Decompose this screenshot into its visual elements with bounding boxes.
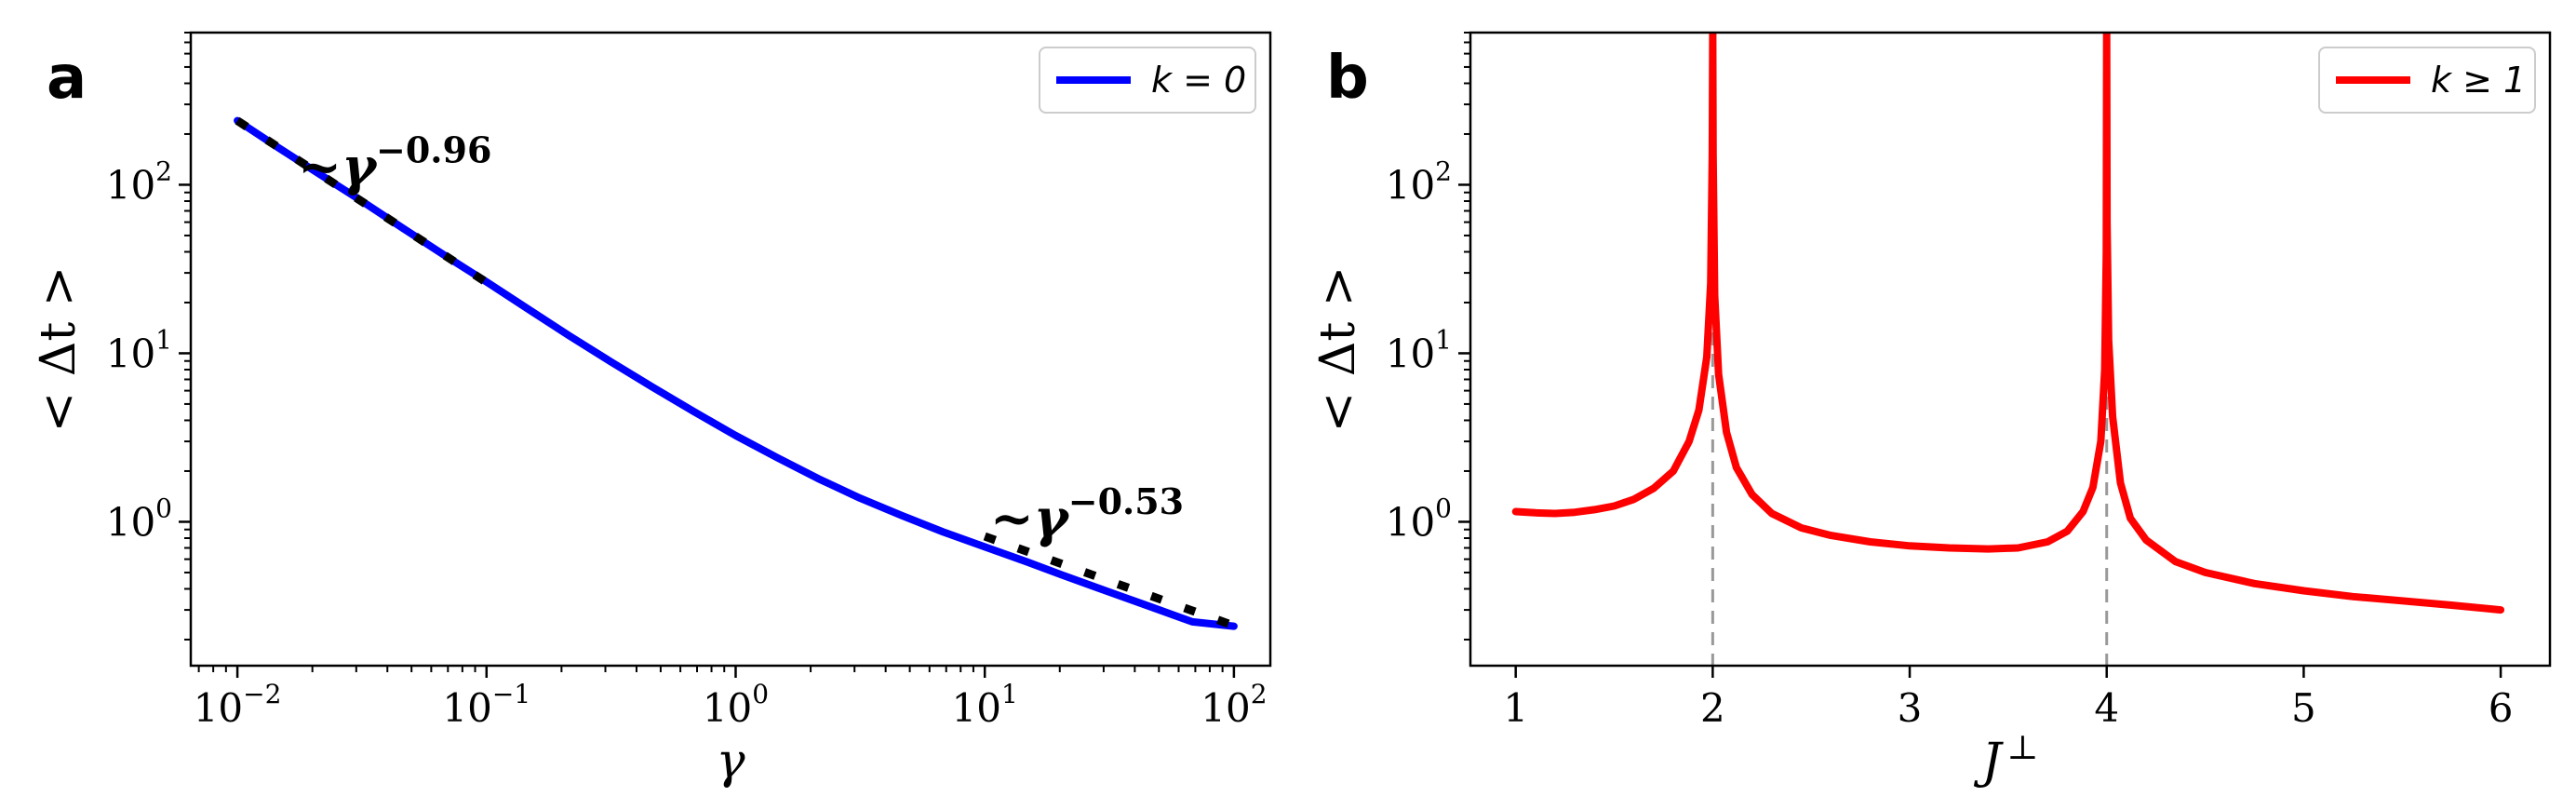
fit-line-1 [235, 116, 490, 287]
x-tick-exponent: −1 [492, 679, 530, 709]
y-tick-label: 101 [106, 324, 172, 376]
x-tick-value: 4 [2094, 685, 2119, 731]
x-tick-exponent: −2 [243, 679, 281, 709]
y-tick-label: 100 [106, 493, 172, 545]
y-tick-base: 10 [106, 331, 155, 376]
y-axis-label: < Δt > [31, 266, 87, 433]
legend-box [2318, 47, 2536, 114]
y-tick-base: 10 [1386, 162, 1435, 208]
y-axis-label: < Δt > [1310, 266, 1366, 433]
x-tick-label: 1 [1503, 685, 1528, 731]
legend: k ≥ 1 [2318, 47, 2536, 114]
x-tick-label: 6 [2489, 685, 2514, 731]
x-tick-base: 10 [703, 685, 752, 731]
x-tick-label: 10−2 [194, 679, 282, 731]
x-tick-exponent: 1 [1001, 679, 1018, 709]
x-tick-base: 10 [1201, 685, 1250, 731]
x-tick-label: 2 [1700, 685, 1725, 731]
x-tick-value: 2 [1700, 685, 1725, 731]
y-tick-base: 10 [1386, 499, 1435, 545]
power-law-annotation-1: ~γ−0.96 [298, 128, 491, 197]
y-tick-exponent: 2 [155, 155, 172, 186]
x-tick-value: 1 [1503, 685, 1528, 731]
panel-letter: a [47, 44, 87, 113]
x-tick-base: 10 [194, 685, 243, 731]
panel-letter: b [1326, 44, 1369, 113]
y-tick-base: 10 [106, 162, 155, 208]
y-tick-base: 10 [1386, 331, 1435, 376]
x-tick-exponent: 2 [1251, 679, 1268, 709]
x-tick-label: 10−1 [442, 679, 530, 731]
fit-line-2 [983, 532, 1236, 630]
x-tick-label: 5 [2291, 685, 2316, 731]
y-tick-base: 10 [106, 499, 155, 545]
annotation-exponent: −0.96 [376, 128, 491, 170]
annotation-prefix: ~ [298, 136, 342, 197]
y-tick-exponent: 1 [1435, 324, 1452, 355]
annotation-prefix: ~ [990, 488, 1034, 549]
x-tick-label: 4 [2094, 685, 2119, 731]
legend: k = 0 [1039, 47, 1256, 114]
x-tick-exponent: 0 [752, 679, 769, 709]
y-tick-exponent: 2 [1435, 155, 1452, 186]
legend-entry-label: k = 0 [1151, 60, 1246, 101]
annotation-exponent: −0.53 [1068, 480, 1184, 522]
legend-box [1039, 47, 1256, 114]
x-tick-base: 10 [442, 685, 491, 731]
annotation-base: γ [1034, 488, 1071, 549]
x-axis-label: J ⊥ [1974, 729, 2039, 790]
series-line-1 [1511, 33, 2505, 614]
y-tick-label: 102 [106, 155, 172, 208]
x-tick-label: 100 [703, 679, 769, 731]
axes-frame [1469, 31, 2552, 668]
x-axis-label-text: J [1974, 734, 2005, 790]
x-axis-label-text: γ [716, 734, 745, 790]
power-law-annotation-2: ~γ−0.53 [990, 480, 1184, 549]
legend-entry-label: k ≥ 1 [2431, 60, 2526, 101]
x-tick-base: 10 [952, 685, 1001, 731]
annotation-base: γ [342, 136, 379, 197]
y-tick-label: 101 [1386, 324, 1452, 376]
x-tick-label: 101 [952, 679, 1018, 731]
y-tick-label: 100 [1386, 493, 1452, 545]
y-tick-label: 102 [1386, 155, 1452, 208]
y-tick-exponent: 0 [155, 493, 172, 523]
x-tick-value: 3 [1898, 685, 1923, 731]
x-tick-value: 6 [2489, 685, 2514, 731]
y-tick-exponent: 0 [1435, 493, 1452, 523]
x-tick-label: 102 [1201, 679, 1267, 731]
x-axis-label-superscript: ⊥ [2007, 729, 2039, 767]
series-line-1 [234, 116, 1238, 630]
axes-frame [189, 31, 1272, 668]
x-axis-label: γ [716, 734, 745, 790]
x-tick-label: 3 [1898, 685, 1923, 731]
y-tick-exponent: 1 [155, 324, 172, 355]
x-tick-value: 5 [2291, 685, 2316, 731]
